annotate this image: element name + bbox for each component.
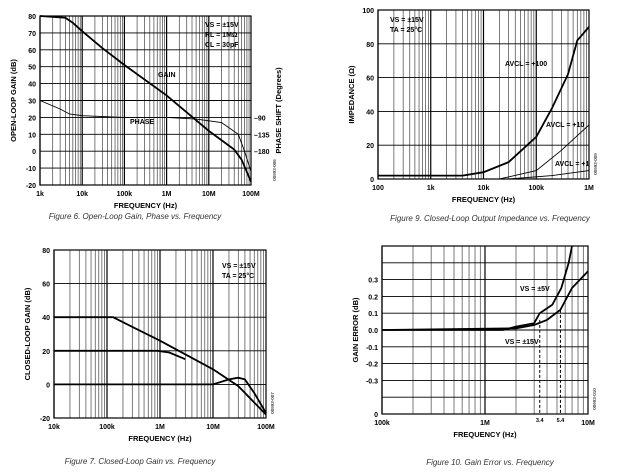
series-label: PHASE [130,119,154,126]
x-tick-label: 1k [427,185,435,192]
y-tick-label: 30 [28,99,36,106]
x-tick-label: 1M [584,185,594,192]
series-line-avcl-10 [499,124,590,180]
caption-figure-9: Figure 9. Closed-Loop Output Impedance v… [390,214,590,223]
y-tick-label: 20 [28,115,36,122]
y-tick-label: 0 [370,177,374,184]
x-tick-label: 10M [202,191,216,198]
y-tick-label: 0.0 [368,328,378,335]
y-tick-label: 80 [42,248,50,255]
y-tick-label: -0.2 [366,362,378,369]
series-line-g-40db [54,316,267,416]
x-tick-label: 1k [36,191,44,198]
y-tick-label: -10 [26,166,36,173]
figure-code: 00993-010 [592,388,597,410]
series-line-gain [39,15,252,182]
x-tick-label: 100 [372,185,384,192]
series-line-phase [39,100,252,172]
y-tick-label: -20 [40,416,50,423]
condition-label: VS = ±15V [390,17,424,24]
condition-label: VS = ±15V [205,22,239,29]
plot-frame [53,249,267,419]
y-tick-label: -20 [26,183,36,190]
x-tick-label: 10k [76,191,88,198]
y-axis-label: CLOSED-LOOP GAIN (dB) [23,287,32,380]
y-axis-label: OPEN-LOOP GAIN (dB) [9,59,18,142]
series-line-avcl-100 [378,26,590,177]
x-tick-label: 10k [478,185,490,192]
y-tick-label: -0.1 [366,345,378,352]
x-tick-label: 10k [48,424,60,431]
y-tick-label: 60 [366,76,374,83]
series-line-g-20db [54,349,186,361]
y-tick-label: 40 [28,82,36,89]
y2-axis-label: PHASE SHIFT (Degrees) [274,67,283,154]
figure-code: 00993-006 [272,159,277,181]
x-axis-label: FREQUENCY (Hz) [128,434,192,443]
condition-label: TA = 25°C [390,26,422,34]
x-tick-label: 100k [117,191,133,198]
x-tick-label: 5.4 [557,418,566,424]
y-tick-label: 0.3 [368,278,378,285]
y-tick-label: 80 [28,14,36,21]
y-tick-label: 60 [42,282,50,289]
caption-figure-10: Figure 10. Gain Error vs. Frequency [426,458,554,467]
caption-figure-6: Figure 6. Open-Loop Gain, Phase vs. Freq… [48,212,222,221]
y2-tick-label: –135 [254,132,270,139]
series-label: VS = ±15V [505,339,539,346]
y-tick-label: 0 [374,412,378,419]
series-label: AVCL = +1 [555,161,589,168]
series-line-g-0db [54,376,267,414]
condition-label: CL = 30pF [205,42,239,49]
x-tick-label: 10M [206,424,220,431]
figure-code: 00993-009 [593,153,598,175]
series-label: VS = ±5V [520,286,550,293]
y-tick-label: 60 [28,48,36,55]
y-tick-label: -0.3 [366,378,378,385]
condition-label: RL = 1MΩ [205,32,238,39]
y-tick-label: 100 [362,8,374,15]
y-tick-label: 80 [366,42,374,49]
x-tick-label: 100M [242,191,260,198]
x-tick-label: 100k [374,420,390,427]
x-tick-label: 100k [528,185,544,192]
x-tick-label: 1M [480,420,490,427]
x-tick-label: 100M [257,424,275,431]
x-axis-label: FREQUENCY (Hz) [453,430,517,439]
y-tick-label: 20 [42,349,50,356]
series-label: AVCL = +10 [546,122,584,129]
x-tick-label: 1M [155,424,165,431]
plot-frame [377,9,590,180]
y-tick-label: 0.1 [368,311,378,318]
figure-code: 00993-007 [270,392,275,414]
caption-figure-7: Figure 7. Closed-Loop Gain vs. Frequency [64,457,216,466]
y-tick-label: 40 [366,109,374,116]
y-axis-label: GAIN ERROR (dB) [351,297,360,362]
series-label: AVCL = +100 [505,61,547,68]
series-line-avcl-1 [508,170,590,180]
y-tick-label: 40 [42,315,50,322]
y-axis-label: IMPEDANCE (Ω) [347,65,356,124]
condition-label: VS = ±15V [222,263,256,270]
series-line-vs-15v [381,270,589,331]
y-tick-label: 0 [32,149,36,156]
y-tick-label: 0 [46,382,50,389]
y-tick-label: 50 [28,65,36,72]
y-tick-label: 20 [366,143,374,150]
x-tick-label: 1M [162,191,172,198]
y2-tick-label: –180 [254,149,270,156]
y-tick-label: 10 [28,132,36,139]
y-tick-label: 70 [28,31,36,38]
y-tick-label: 0.2 [368,294,378,301]
x-axis-label: FREQUENCY (Hz) [114,201,178,210]
x-tick-label: 10M [581,420,595,427]
x-tick-label: 3.4 [536,418,545,424]
y2-tick-label: –90 [254,115,266,122]
x-tick-label: 100k [99,424,115,431]
condition-label: TA = 25°C [222,272,254,280]
x-axis-label: FREQUENCY (Hz) [452,195,516,204]
series-label: GAIN [158,72,176,79]
